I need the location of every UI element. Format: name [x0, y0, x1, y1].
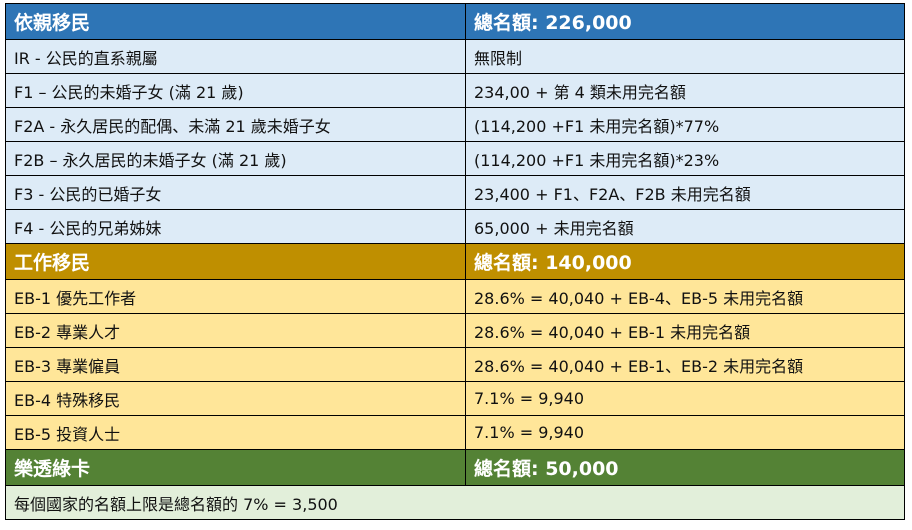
section-header-employment: 工作移民 總名額: 140,000	[5, 243, 905, 280]
category: EB-5 投資人士	[5, 415, 466, 450]
quota: 28.6% = 40,040 + EB-4、EB-5 未用完名額	[465, 279, 905, 314]
lottery-note: 每個國家的名額上限是總名額的 7% = 3,500	[5, 485, 905, 520]
quota: (114,200 +F1 未用完名額)*77%	[465, 107, 905, 142]
table-row: F3 - 公民的已婚子女 23,400 + F1、F2A、F2B 未用完名額	[5, 175, 905, 210]
quota: 28.6% = 40,040 + EB-1 未用完名額	[465, 313, 905, 348]
category: IR - 公民的直系親屬	[5, 39, 466, 74]
quota: 65,000 + 未用完名額	[465, 209, 905, 244]
category: EB-1 優先工作者	[5, 279, 466, 314]
section-total: 總名額: 226,000	[465, 3, 905, 40]
immigration-quota-table: 依親移民 總名額: 226,000 IR - 公民的直系親屬 無限制 F1 – 公…	[5, 3, 905, 520]
table-row: F2B – 永久居民的未婚子女 (滿 21 歲) (114,200 +F1 未用完…	[5, 141, 905, 176]
table-row: F2A - 永久居民的配偶、未滿 21 歲未婚子女 (114,200 +F1 未用…	[5, 107, 905, 142]
section-total: 總名額: 140,000	[465, 243, 905, 280]
section-header-lottery: 樂透綠卡 總名額: 50,000	[5, 449, 905, 486]
section-total: 總名額: 50,000	[465, 449, 905, 486]
quota: 7.1% = 9,940	[465, 381, 905, 416]
category: EB-4 特殊移民	[5, 381, 466, 416]
table-row: F4 - 公民的兄弟姊妹 65,000 + 未用完名額	[5, 209, 905, 244]
quota: 無限制	[465, 39, 905, 74]
quota: (114,200 +F1 未用完名額)*23%	[465, 141, 905, 176]
section-title: 樂透綠卡	[5, 449, 466, 486]
section-header-family: 依親移民 總名額: 226,000	[5, 3, 905, 40]
category: F2B – 永久居民的未婚子女 (滿 21 歲)	[5, 141, 466, 176]
table-row: EB-4 特殊移民 7.1% = 9,940	[5, 381, 905, 416]
category: EB-3 專業僱員	[5, 347, 466, 382]
table-row: 每個國家的名額上限是總名額的 7% = 3,500	[5, 485, 905, 520]
table-row: F1 – 公民的未婚子女 (滿 21 歲) 234,00 + 第 4 類未用完名額	[5, 73, 905, 108]
category: F2A - 永久居民的配偶、未滿 21 歲未婚子女	[5, 107, 466, 142]
category: F3 - 公民的已婚子女	[5, 175, 466, 210]
quota: 23,400 + F1、F2A、F2B 未用完名額	[465, 175, 905, 210]
quota: 28.6% = 40,040 + EB-1、EB-2 未用完名額	[465, 347, 905, 382]
section-title: 依親移民	[5, 3, 466, 40]
table-row: EB-1 優先工作者 28.6% = 40,040 + EB-4、EB-5 未用完…	[5, 279, 905, 314]
category: F4 - 公民的兄弟姊妹	[5, 209, 466, 244]
table-row: EB-2 專業人才 28.6% = 40,040 + EB-1 未用完名額	[5, 313, 905, 348]
category: F1 – 公民的未婚子女 (滿 21 歲)	[5, 73, 466, 108]
table-row: EB-5 投資人士 7.1% = 9,940	[5, 415, 905, 450]
section-title: 工作移民	[5, 243, 466, 280]
table-row: EB-3 專業僱員 28.6% = 40,040 + EB-1、EB-2 未用完名…	[5, 347, 905, 382]
category: EB-2 專業人才	[5, 313, 466, 348]
quota: 234,00 + 第 4 類未用完名額	[465, 73, 905, 108]
quota: 7.1% = 9,940	[465, 415, 905, 450]
table-row: IR - 公民的直系親屬 無限制	[5, 39, 905, 74]
